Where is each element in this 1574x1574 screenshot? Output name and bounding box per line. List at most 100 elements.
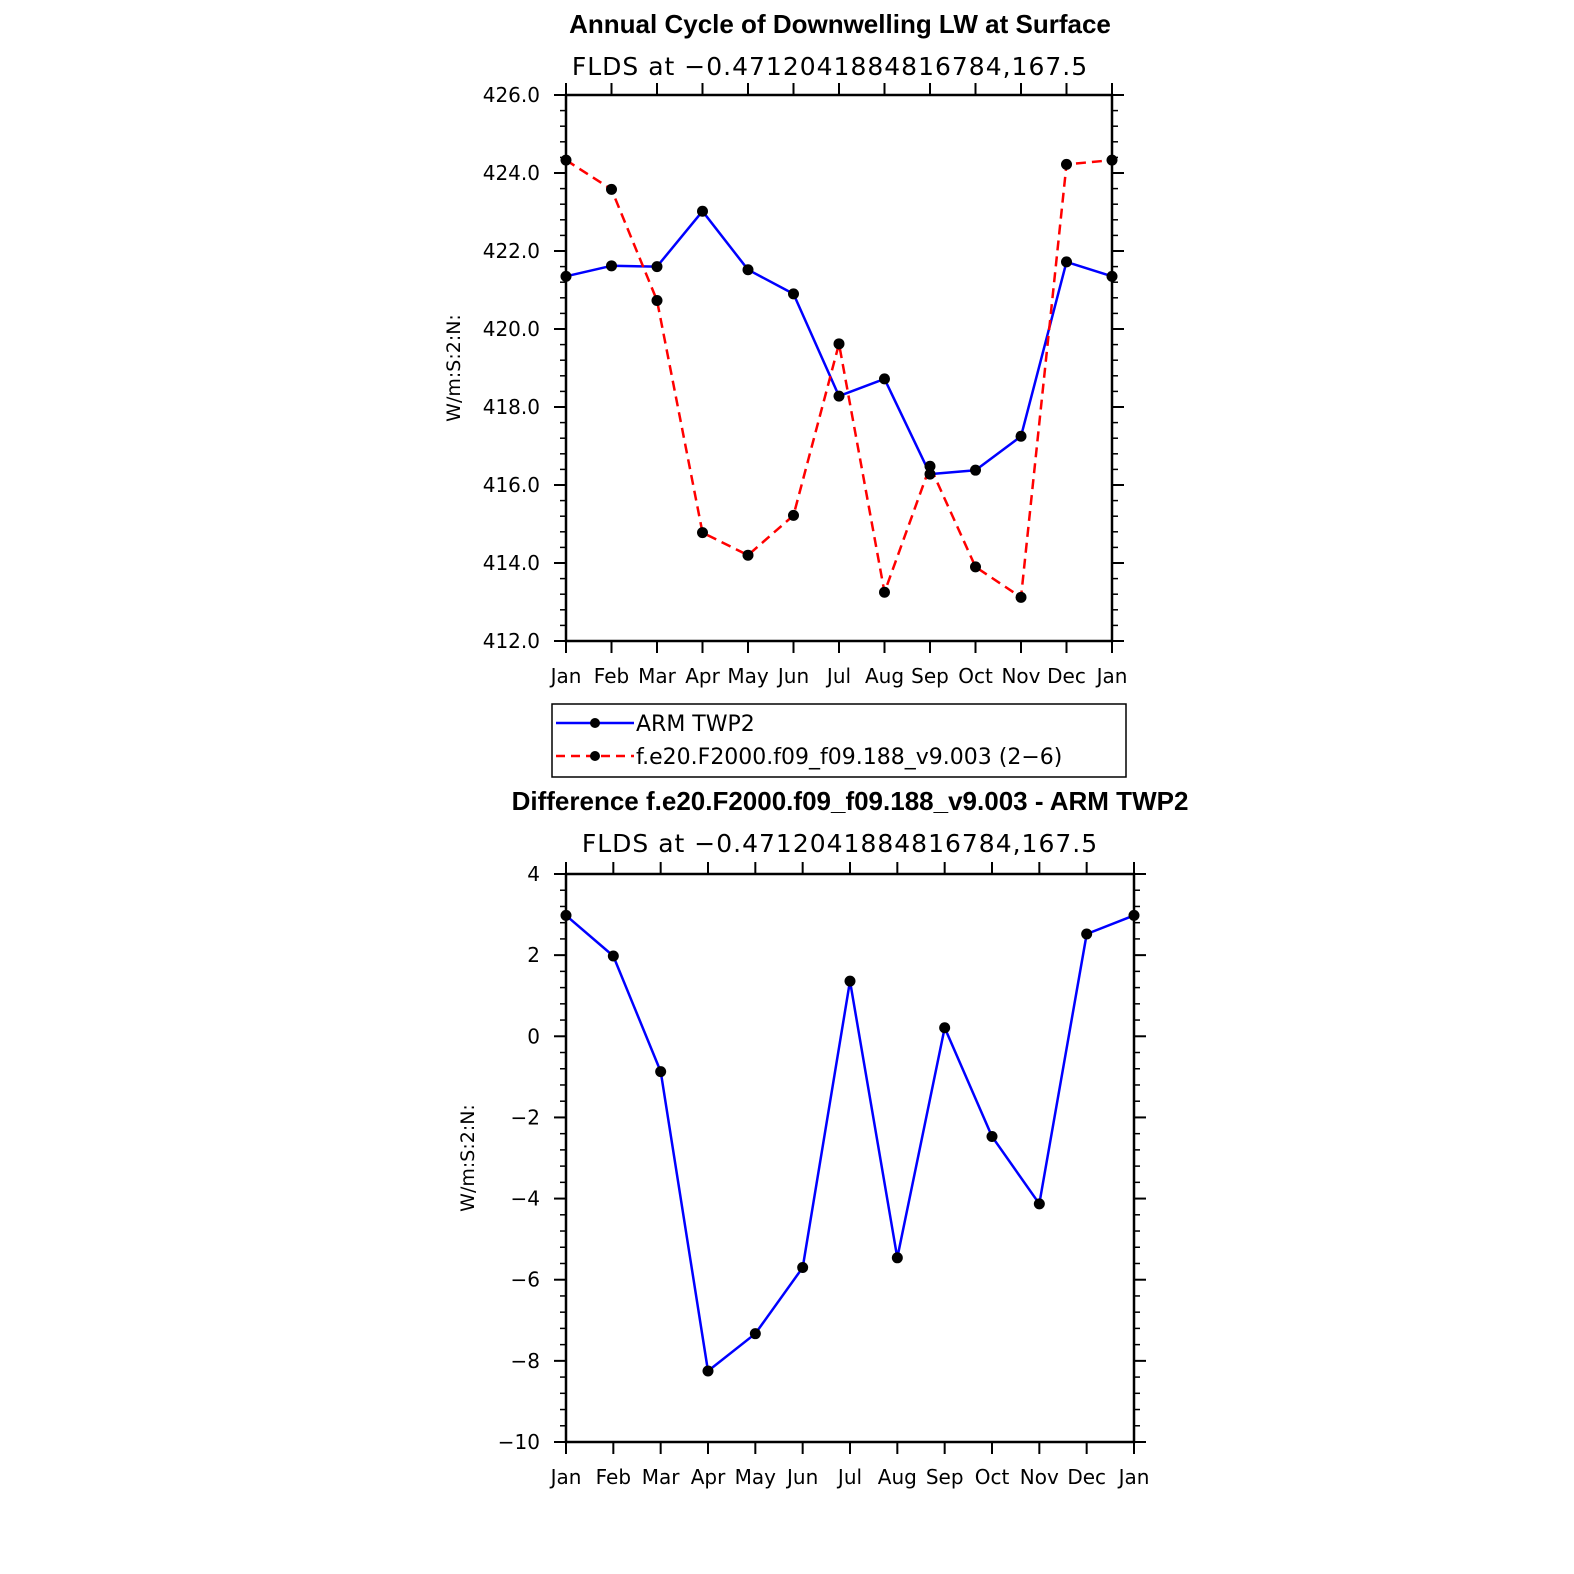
x-tick-label: Mar — [642, 1465, 681, 1489]
chart1-axes: Jan Feb Mar Apr May Jun Jul Aug Sep Oct Nov Dec Jan 4… — [483, 83, 1128, 688]
data-point-0 — [879, 373, 890, 385]
y-tick-label: 418.0 — [483, 395, 540, 419]
data-point-0 — [833, 390, 845, 402]
data-point-0 — [970, 464, 981, 476]
x-tick-label: Feb — [596, 1465, 631, 1489]
data-point-1 — [833, 338, 845, 350]
data-point-1 — [1106, 154, 1118, 166]
data-point-0 — [1128, 909, 1140, 921]
x-tick-label: Oct — [975, 1465, 1010, 1489]
x-tick-label: Dec — [1067, 1465, 1106, 1489]
y-tick-label: 422.0 — [483, 239, 540, 263]
data-point-0 — [924, 468, 936, 480]
x-tick-label: Jan — [1117, 1465, 1150, 1489]
data-point-0 — [560, 270, 572, 282]
legend-marker-model — [590, 751, 600, 761]
x-tick-label: Jun — [785, 1465, 818, 1489]
x-tick-label: Oct — [958, 664, 993, 688]
legend-label-arm: ARM TWP2 — [636, 712, 755, 737]
data-point-1 — [651, 295, 663, 307]
y-tick-label: 416.0 — [483, 473, 540, 497]
data-point-0 — [702, 1365, 714, 1377]
chart1-title: Annual Cycle of Downwelling LW at Surfac… — [569, 9, 1111, 39]
data-point-0 — [1106, 270, 1118, 282]
data-point-0 — [1033, 1198, 1045, 1210]
x-tick-label: Jun — [776, 664, 809, 688]
chart2-title: Difference f.e20.F2000.f09_f09.188_v9.00… — [512, 786, 1189, 816]
x-tick-label: Feb — [594, 664, 629, 688]
legend: ARM TWP2 f.e20.F2000.f09_f09.188_v9.003 … — [551, 703, 1127, 778]
x-tick-label: Nov — [1020, 1465, 1059, 1489]
x-tick-label: Nov — [1001, 664, 1040, 688]
data-point-1 — [742, 549, 754, 561]
y-tick-label: −6 — [511, 1268, 540, 1292]
data-point-0 — [749, 1328, 761, 1340]
chart2-axes: Jan Feb Mar Apr May Jun Jul Aug Sep Oct Nov Dec Jan−… — [498, 862, 1150, 1489]
x-tick-label: Apr — [691, 1465, 726, 1489]
data-point-0 — [844, 975, 856, 987]
data-point-0 — [651, 261, 663, 273]
x-tick-label: Jan — [1095, 664, 1128, 688]
annual-cycle-chart: Annual Cycle of Downwelling LW at Surfac… — [443, 9, 1127, 688]
y-tick-label: 420.0 — [483, 317, 540, 341]
x-tick-label: Aug — [878, 1465, 917, 1489]
x-tick-label: Jul — [825, 664, 851, 688]
x-tick-label: Sep — [926, 1465, 964, 1489]
data-point-1 — [606, 183, 617, 195]
data-point-0 — [742, 264, 754, 276]
x-tick-label: May — [735, 1465, 777, 1489]
data-point-1 — [879, 586, 890, 598]
legend-label-model: f.e20.F2000.f09_f09.188_v9.003 (2−6) — [636, 745, 1062, 770]
y-tick-label: 2 — [527, 943, 540, 967]
data-point-1 — [924, 460, 936, 472]
chart1-frame — [564, 93, 1114, 643]
x-tick-label: Apr — [685, 664, 720, 688]
data-point-0 — [607, 950, 619, 962]
data-point-1 — [697, 527, 708, 539]
chart2-subtitle: FLDS at −0.4712041884816784,167.5 — [582, 829, 1098, 858]
y-tick-label: 0 — [527, 1024, 540, 1048]
data-point-0 — [1015, 430, 1027, 442]
data-point-0 — [655, 1066, 667, 1078]
series-line-1 — [565, 158, 1113, 599]
y-tick-label: −4 — [511, 1187, 540, 1211]
data-point-0 — [797, 1262, 809, 1274]
x-tick-label: Aug — [865, 664, 904, 688]
chart2-frame — [564, 872, 1136, 1444]
data-point-1 — [788, 509, 799, 521]
x-tick-label: Jan — [549, 1465, 582, 1489]
chart1-ylabel: W/m:S:2:N: — [443, 314, 465, 422]
chart1-subtitle: FLDS at −0.4712041884816784,167.5 — [572, 52, 1088, 81]
data-point-1 — [1015, 591, 1027, 603]
x-tick-label: Sep — [911, 664, 949, 688]
chart1-series — [560, 154, 1118, 603]
y-tick-label: −2 — [511, 1105, 540, 1129]
x-tick-label: Jul — [836, 1465, 862, 1489]
x-tick-label: Dec — [1047, 664, 1086, 688]
chart2-ylabel: W/m:S:2:N: — [457, 1104, 479, 1212]
legend-marker-arm — [590, 718, 600, 728]
data-point-1 — [560, 154, 572, 166]
chart2-series — [560, 909, 1140, 1377]
data-point-1 — [1061, 158, 1072, 170]
y-tick-label: 412.0 — [483, 629, 540, 653]
data-point-0 — [560, 909, 572, 921]
data-point-0 — [1081, 928, 1093, 940]
x-tick-label: Jan — [549, 664, 582, 688]
difference-chart: Difference f.e20.F2000.f09_f09.188_v9.00… — [457, 786, 1188, 1489]
y-tick-label: 414.0 — [483, 551, 540, 575]
y-tick-label: 426.0 — [483, 83, 540, 107]
y-tick-label: −10 — [498, 1430, 540, 1454]
data-point-0 — [939, 1022, 951, 1034]
data-point-0 — [986, 1130, 998, 1142]
y-tick-label: 4 — [527, 862, 540, 886]
data-point-1 — [970, 561, 981, 573]
y-tick-label: 424.0 — [483, 161, 540, 185]
y-tick-label: −8 — [511, 1349, 540, 1373]
data-point-0 — [697, 205, 708, 217]
x-tick-label: May — [727, 664, 769, 688]
data-point-0 — [788, 288, 799, 300]
data-point-0 — [606, 260, 617, 272]
data-point-0 — [891, 1252, 903, 1264]
